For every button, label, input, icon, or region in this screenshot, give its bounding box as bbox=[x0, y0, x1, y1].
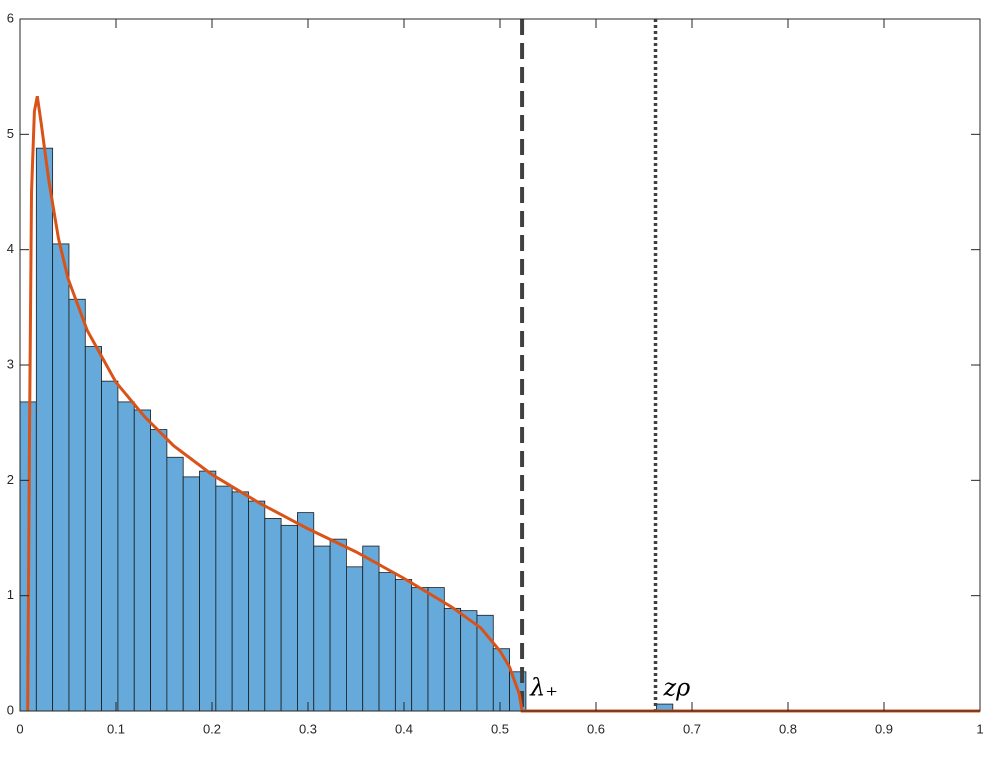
x-tick-label: 0.2 bbox=[203, 721, 221, 736]
histogram-bar bbox=[117, 401, 135, 712]
histogram-bar bbox=[443, 607, 462, 712]
histogram-bar bbox=[68, 298, 86, 712]
histogram-bar bbox=[394, 579, 413, 712]
y-tick-label: 0 bbox=[7, 702, 14, 717]
y-tick-label: 6 bbox=[7, 10, 14, 25]
histogram-bar bbox=[231, 491, 249, 712]
histogram-bar bbox=[84, 346, 102, 712]
y-tick-label: 2 bbox=[7, 472, 14, 487]
histogram-bar bbox=[362, 545, 380, 712]
histogram-bar bbox=[411, 587, 429, 712]
x-tick-label: 0 bbox=[16, 721, 23, 736]
histogram-bar bbox=[35, 147, 54, 712]
histogram-bar bbox=[215, 485, 233, 712]
x-tick-label: 0.9 bbox=[875, 721, 893, 736]
histogram-bar bbox=[182, 476, 200, 712]
x-tick-label: 0.6 bbox=[587, 721, 605, 736]
x-tick-label: 0.7 bbox=[683, 721, 701, 736]
histogram-bar bbox=[460, 610, 478, 712]
histogram-bar bbox=[52, 243, 70, 712]
reference-label: zρ bbox=[663, 674, 691, 702]
y-tick-label: 4 bbox=[7, 241, 14, 256]
y-tick-label: 5 bbox=[7, 126, 14, 141]
histogram-bar bbox=[150, 429, 168, 712]
x-tick-label: 0.4 bbox=[395, 721, 413, 736]
histogram-bar bbox=[427, 587, 445, 712]
histogram-bar bbox=[248, 500, 266, 712]
histogram-bar bbox=[133, 409, 151, 712]
histogram-bar bbox=[313, 545, 331, 712]
histogram-bar bbox=[264, 517, 282, 712]
x-tick-label: 1 bbox=[976, 721, 983, 736]
y-tick-label: 3 bbox=[7, 356, 14, 371]
reference-label: λ₊ bbox=[529, 674, 558, 702]
histogram-bar bbox=[492, 648, 510, 712]
histogram-bar bbox=[166, 456, 184, 712]
x-tick-label: 0.1 bbox=[107, 721, 125, 736]
density-line bbox=[26, 95, 980, 713]
histogram-bar bbox=[280, 524, 298, 712]
y-tick-label: 1 bbox=[7, 587, 14, 602]
x-tick-label: 0.8 bbox=[779, 721, 797, 736]
x-tick-label: 0.3 bbox=[299, 721, 317, 736]
histogram-bar bbox=[476, 614, 494, 712]
histogram-bar bbox=[199, 470, 217, 712]
histogram-bar bbox=[101, 380, 119, 712]
histogram-bar bbox=[297, 512, 315, 712]
x-tick-label: 0.5 bbox=[491, 721, 509, 736]
histogram-bar bbox=[378, 572, 396, 712]
histogram-bar bbox=[345, 566, 364, 712]
histogram-bar bbox=[329, 538, 347, 712]
